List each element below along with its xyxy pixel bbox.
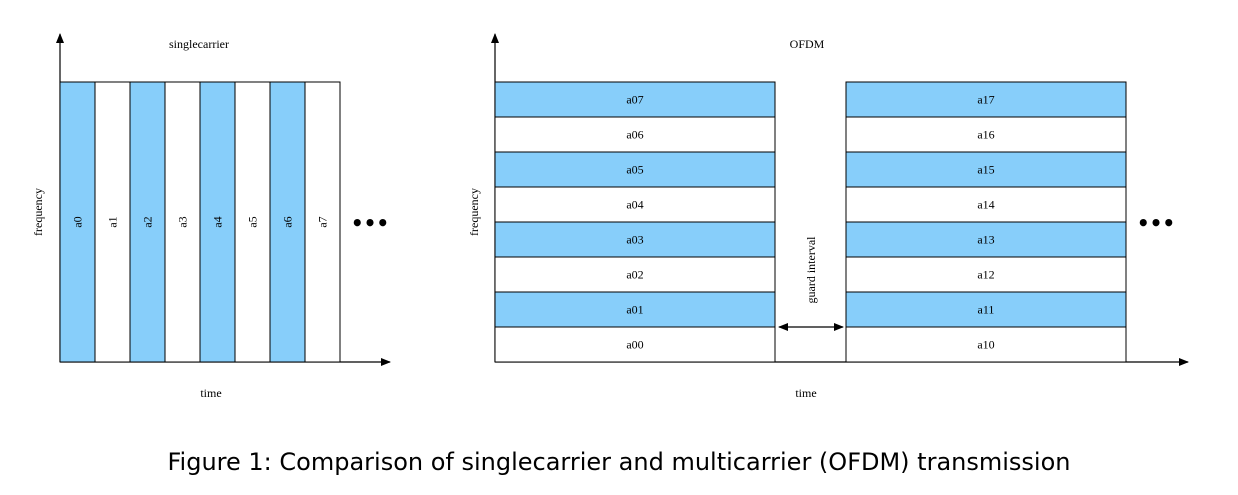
sc-slot-label: a2: [141, 216, 155, 227]
ofdm-row-a06: [494, 116, 776, 153]
ofdm-row-a04: [494, 186, 776, 223]
ofdm-row-a14: [845, 186, 1127, 223]
sc-slot-a3: [164, 81, 201, 363]
sc-slot-group: a0 a1 a2 a3 a4 a5 a6 a7: [59, 81, 341, 363]
ofdm-y-label: frequency: [467, 188, 481, 236]
ofdm-x-label: time: [795, 386, 816, 400]
sc-slot-label: a1: [106, 216, 120, 227]
ofdm-row-label: a12: [977, 268, 994, 282]
ofdm-row-label: a10: [977, 338, 994, 352]
ofdm-row-label: a03: [626, 233, 643, 247]
ofdm-row-label: a02: [626, 268, 643, 282]
sc-slot-label: a4: [211, 216, 225, 227]
sc-slot-label: a3: [176, 216, 190, 227]
ofdm-row-a12: [845, 256, 1127, 293]
sc-slot-a7: [304, 81, 341, 363]
ofdm-row-a00: [494, 326, 776, 363]
ofdm-row-a02: [494, 256, 776, 293]
ofdm-row-a05: [494, 151, 776, 188]
ofdm-row-label: a00: [626, 338, 643, 352]
sc-slot-a0: [59, 81, 96, 363]
sc-slot-label: a0: [71, 216, 85, 227]
diagram-canvas: singlecarrier time frequency a0 a1 a2 a3 a4 a…: [31, 33, 1189, 400]
ofdm-row-label: a16: [977, 128, 994, 142]
sc-title: singlecarrier: [169, 37, 229, 51]
sc-slot-label: a5: [246, 216, 260, 227]
ofdm-row-a16: [845, 116, 1127, 153]
ofdm-row-a17: [845, 81, 1127, 118]
ofdm-row-a07: [494, 81, 776, 118]
ofdm-row-label: a14: [977, 198, 994, 212]
sc-slot-a5: [234, 81, 271, 363]
ofdm-row-label: a15: [977, 163, 994, 177]
ofdm-row-label: a06: [626, 128, 643, 142]
ofdm-ellipsis: •••: [1137, 211, 1175, 235]
ofdm-title: OFDM: [790, 37, 825, 51]
ofdm-block-group: a07 a06 a05 a04 a03 a02 a01 a00 a17 a16 a15 a14 a13 a…: [494, 81, 1127, 363]
ofdm-row-label: a05: [626, 163, 643, 177]
ofdm-panel: OFDM time frequency a07a06a05a04a03a02a0…: [467, 33, 1189, 400]
ofdm-row-a10: [845, 326, 1127, 363]
sc-slot-a2: [129, 81, 166, 363]
figure-caption: Figure 1: Comparison of singlecarrier an…: [167, 448, 1071, 476]
ofdm-row-label: a11: [978, 303, 995, 317]
sc-slot-a6: [269, 81, 306, 363]
singlecarrier-panel: singlecarrier time frequency a0 a1 a2 a3 a4 a…: [31, 33, 391, 400]
sc-slot-a1: [94, 81, 131, 363]
sc-x-label: time: [200, 386, 221, 400]
ofdm-row-a15: [845, 151, 1127, 188]
ofdm-row-a01: [494, 291, 776, 328]
ofdm-row-a11: [845, 291, 1127, 328]
ofdm-row-label: a13: [977, 233, 994, 247]
ofdm-row-label: a17: [977, 93, 994, 107]
guard-interval-label: guard interval: [804, 236, 818, 304]
ofdm-row-label: a04: [626, 198, 643, 212]
sc-y-label: frequency: [31, 188, 45, 236]
sc-slot-label: a7: [316, 216, 330, 227]
sc-ellipsis: •••: [351, 211, 389, 235]
sc-slot-label: a6: [281, 216, 295, 227]
ofdm-row-label: a01: [626, 303, 643, 317]
ofdm-row-label: a07: [626, 93, 643, 107]
